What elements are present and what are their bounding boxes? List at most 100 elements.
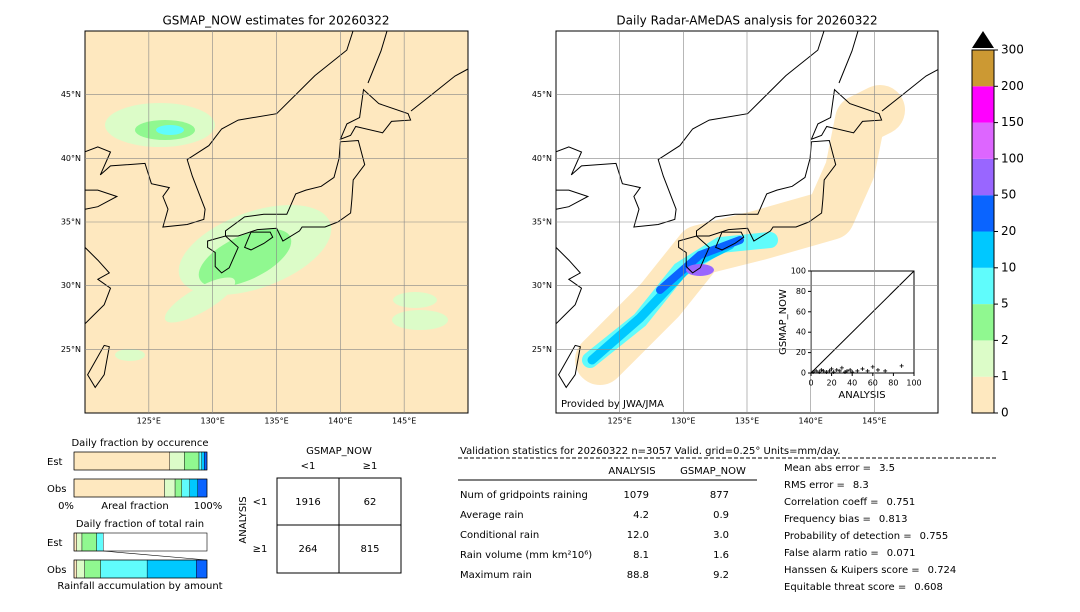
row-label: Rain volume (mm km²10⁶): [460, 550, 592, 561]
x-tick-label: 140°E: [799, 417, 823, 426]
col-header: ANALYSIS: [608, 466, 655, 477]
score-label: Mean abs error =: [784, 463, 871, 474]
map-title: GSMAP_NOW estimates for 20260322: [162, 14, 389, 28]
x-tick-label: 125°E: [608, 417, 632, 426]
cell: 1.6: [713, 550, 729, 561]
bar-segment: [197, 478, 208, 498]
cell: 877: [710, 490, 729, 501]
y-tick-label: 40: [796, 328, 806, 337]
row-label: Est: [47, 538, 63, 549]
bar-segment: [184, 451, 200, 471]
col-header: GSMAP_NOW: [680, 466, 746, 477]
row-label: <1: [253, 497, 268, 508]
cell: 8.1: [633, 550, 649, 561]
credit: Provided by JWA/JMA: [561, 399, 664, 410]
chart-title: Daily fraction of total rain: [76, 519, 204, 530]
bar-segment: [189, 478, 198, 498]
cell: 1079: [624, 490, 649, 501]
score-value: 8.3: [853, 480, 869, 491]
x-tick-label: 130°E: [671, 417, 695, 426]
x-axis-label: ANALYSIS: [838, 390, 885, 401]
score: Mean abs error = 3.5: [784, 463, 895, 474]
colorbar-label: 50: [1001, 188, 1016, 202]
x-tick-label: 135°E: [264, 417, 288, 426]
y-tick-label: 35°N: [61, 218, 81, 227]
bar-frame: [73, 478, 208, 498]
bar-frame: [73, 451, 208, 471]
point: [875, 367, 880, 372]
score-label: Probability of detection =: [784, 531, 912, 542]
point: [839, 365, 844, 370]
y-tick-label: 45°N: [61, 90, 81, 99]
score-value: 0.608: [914, 582, 943, 593]
score: Equitable threat score = 0.608: [784, 582, 943, 593]
bar-segment: [76, 532, 83, 552]
x-tick-label: 135°E: [735, 417, 759, 426]
y-tick-label: 25°N: [532, 345, 552, 354]
y-tick-label: 60: [796, 307, 806, 316]
y-axis-label: GSMAP_NOW: [778, 289, 789, 355]
score-label: False alarm ratio =: [784, 548, 879, 559]
cell: 62: [364, 497, 377, 508]
bar-segment: [201, 451, 205, 471]
bar-segment: [164, 478, 176, 498]
bar-segment: [76, 559, 85, 579]
colorbar-segment: [972, 195, 994, 232]
score-value: 0.813: [879, 514, 908, 525]
score: Hanssen & Kuipers score = 0.724: [784, 565, 956, 576]
score: Frequency bias = 0.813: [784, 514, 908, 525]
colorbar-label: 1: [1001, 369, 1009, 383]
colorbar-label: 0: [1001, 406, 1009, 420]
cell: 3.0: [713, 530, 729, 541]
x-tick-label: 140°E: [328, 417, 352, 426]
cell: 264: [298, 544, 317, 555]
x-tick-label: 100: [906, 379, 921, 388]
point: [821, 368, 826, 373]
colorbar-label: 5: [1001, 297, 1009, 311]
point: [865, 368, 870, 373]
point: [860, 366, 865, 371]
row-label: Num of gridpoints raining: [460, 490, 588, 501]
score-value: 0.751: [887, 497, 916, 508]
colorbar-segment: [972, 158, 994, 196]
bar-segment: [146, 559, 197, 579]
x-tick-label: 40: [847, 379, 857, 388]
row-label: Obs: [47, 565, 66, 576]
bar-segment: [198, 451, 202, 471]
x-min-label: 0%: [58, 501, 74, 512]
scatter-frame: [810, 270, 915, 374]
colorbar-segment: [972, 50, 994, 87]
score-value: 0.071: [887, 548, 916, 559]
score-value: 0.755: [920, 531, 949, 542]
bar-segment: [174, 478, 182, 498]
colorbar-segment: [972, 267, 994, 305]
colorbar-label: 100: [1001, 151, 1024, 165]
x-tick-label: 125°E: [137, 417, 161, 426]
bar-segment: [196, 559, 208, 579]
score-label: Hanssen & Kuipers score =: [784, 565, 920, 576]
point: [899, 363, 904, 368]
x-tick-label: 60: [868, 379, 878, 388]
point: [845, 368, 850, 373]
score-value: 3.5: [879, 463, 895, 474]
point: [819, 367, 824, 372]
point: [842, 369, 847, 374]
score-label: RMS error =: [784, 480, 845, 491]
point: [811, 369, 816, 374]
point: [883, 368, 888, 373]
bar-frame: [73, 559, 208, 579]
score-label: Equitable threat score =: [784, 582, 906, 593]
bar-segment: [73, 451, 170, 471]
diagonal: [810, 270, 915, 374]
bar-segment: [84, 559, 101, 579]
cell: 88.8: [627, 570, 649, 581]
point: [848, 367, 853, 372]
y-tick-label: 20: [796, 348, 806, 357]
x-max-label: 100%: [194, 501, 223, 512]
y-tick-label: 30°N: [61, 281, 81, 290]
score-label: Frequency bias =: [784, 514, 871, 525]
point: [814, 368, 819, 373]
bar-segment: [81, 532, 97, 552]
col-title: GSMAP_NOW: [306, 446, 372, 457]
x-tick-label: 20: [827, 379, 837, 388]
